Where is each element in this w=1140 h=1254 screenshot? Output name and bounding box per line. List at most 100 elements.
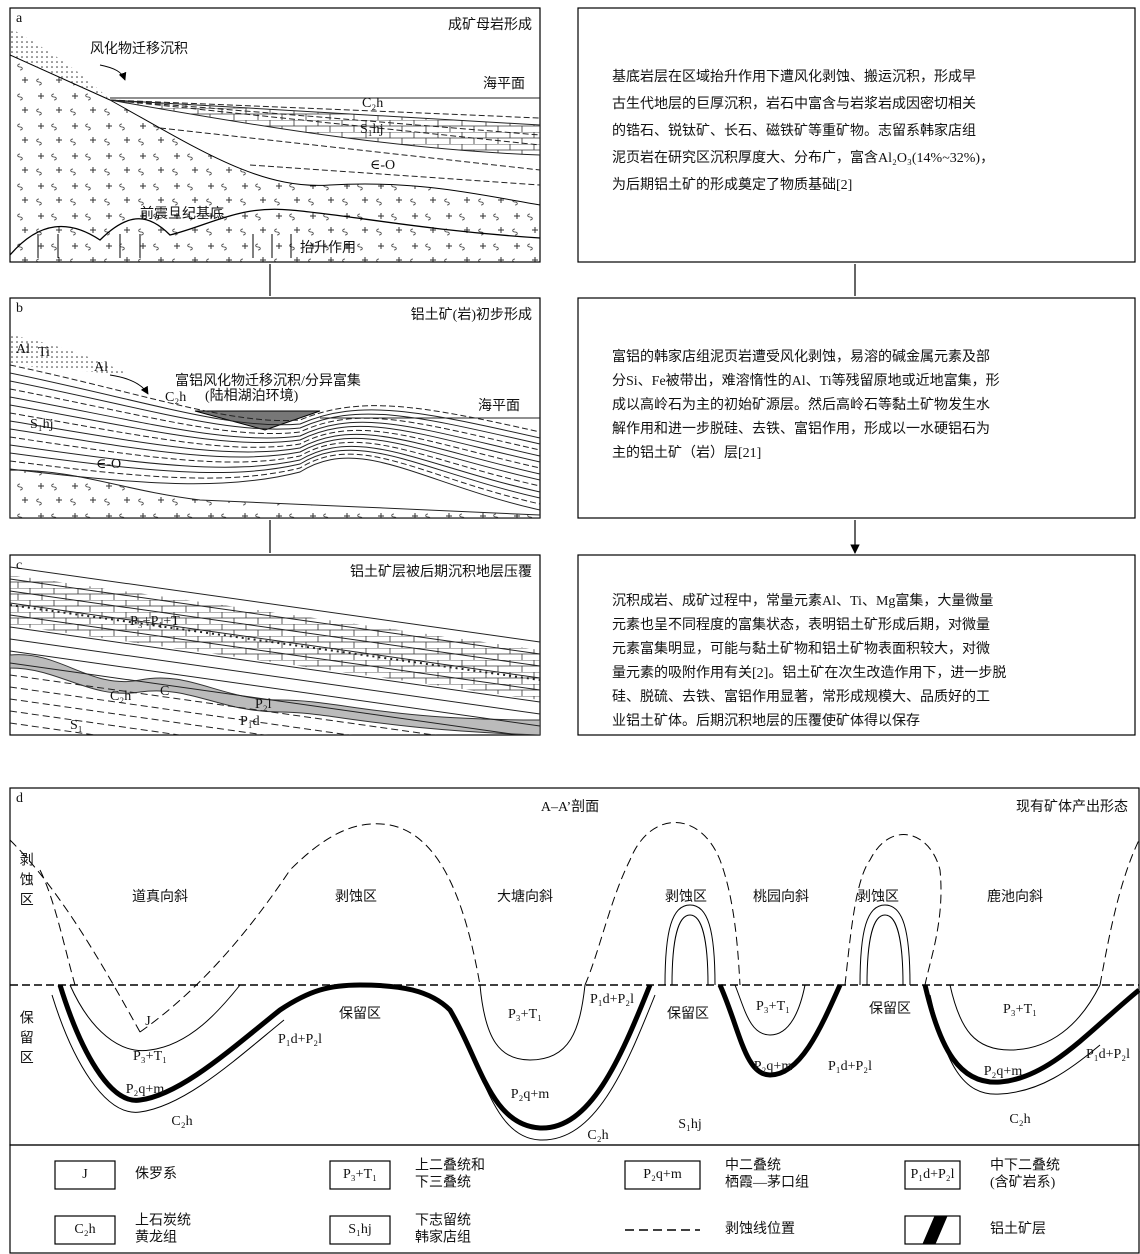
panel-a-geology — [10, 28, 540, 262]
panel-title: 铝土矿层被后期沉积地层压覆 — [350, 564, 532, 580]
annotation: P₂l — [255, 697, 272, 712]
legend-symbol-text: S₁hj — [348, 1222, 372, 1237]
description-line: 古生代地层的巨厚沉积，岩石中富含与岩浆岩成因密切相关 — [612, 95, 976, 112]
annotation: (陆相湖泊环境) — [205, 388, 299, 404]
annotation: 抬升作用 — [300, 240, 356, 256]
legend-symbol-text: J — [82, 1167, 88, 1182]
legend-symbol-text: C₂h — [74, 1222, 95, 1237]
description-line: 分Si、Fe被带出，难溶惰性的Al、Ti等残留原地或近地富集，形 — [612, 372, 1000, 389]
section-subtitle: 现有矿体产出形态 — [1016, 799, 1128, 815]
formation-label: P₁d+P₂l — [828, 1059, 872, 1074]
legend-text: 铝土矿层 — [990, 1221, 1046, 1237]
panel-c-geology — [10, 567, 540, 798]
formation-label: P₁d+P₂l — [590, 992, 634, 1007]
description-line: 为后期铝土矿的形成奠定了物质基础[2] — [612, 176, 852, 193]
figure: a成矿母岩形成风化物迁移沉积海平面前震旦纪基底抬升作用C₂hS₁hj∈-Ob铝土… — [0, 0, 1140, 1254]
legend-text: 侏罗系 — [135, 1166, 177, 1182]
formation-label: S₁hj — [678, 1117, 702, 1132]
formation-label: P₃+T₁ — [1003, 1002, 1037, 1017]
description-line: 硅、脱硫、去铁、富铝作用显著，常形成规模大、品质好的工 — [612, 688, 990, 705]
legend-text: 下三叠统 — [415, 1175, 471, 1191]
legend-text: 上石炭统 — [135, 1213, 191, 1229]
formation-label: 保留区 — [869, 1001, 911, 1017]
region-label: 剥蚀区 — [335, 889, 377, 905]
region-label: 剥蚀区 — [857, 889, 899, 905]
annotation: C — [160, 684, 169, 699]
annotation: S₁hj — [30, 417, 54, 432]
annotation: S₁hj — [360, 122, 384, 137]
legend-text: 栖霞—茅口组 — [725, 1175, 809, 1191]
formation-label: P₂q+m — [754, 1059, 793, 1074]
formation-label: C₂h — [587, 1128, 608, 1143]
legend-symbol — [923, 1216, 947, 1244]
description-line: 元素也呈不同程度的富集状态，表明铝土矿形成后期，对微量 — [612, 616, 990, 633]
legend-text: 中二叠统 — [725, 1158, 781, 1174]
annotation: S₁ — [70, 718, 83, 733]
section-geology — [10, 823, 1139, 1245]
panel-title: 铝土矿(岩)初步形成 — [411, 306, 532, 323]
legend-text: 下志留统 — [415, 1213, 471, 1229]
formation-label: P₃+T₁ — [756, 999, 790, 1014]
annotation: ∈-O — [96, 457, 121, 472]
description-line: 量元素的吸附作用有关[2]。铝土矿在次生改造作用下，进一步脱 — [612, 665, 1006, 681]
formation-label: P₃+T₁ — [508, 1007, 542, 1022]
region-label: 剥蚀区 — [665, 889, 707, 905]
legend-symbol-text: P₂q+m — [643, 1167, 682, 1182]
annotation: Al — [16, 342, 30, 357]
legend-text: 中下二叠统 — [990, 1158, 1060, 1174]
description-line: 业铝土矿体。后期沉积地层的压覆使矿体得以保存 — [612, 712, 920, 729]
section-title: A–A’剖面 — [541, 799, 599, 815]
annotation: 海平面 — [483, 76, 525, 92]
side-label: 剥蚀区 — [18, 852, 34, 912]
annotation: 风化物迁移沉积 — [90, 41, 188, 57]
formation-label: P₂q+m — [984, 1064, 1023, 1079]
annotation: P₁d — [240, 714, 260, 729]
formation-label: P₂q+m — [511, 1087, 550, 1102]
annotation: C₂h — [165, 390, 186, 405]
legend-symbol-text: P₁d+P₂l — [910, 1167, 954, 1182]
description-line: 主的铝土矿（岩）层[21] — [612, 445, 761, 461]
formation-label: J — [145, 1014, 151, 1029]
description-line: 泥页岩在研究区沉积厚度大、分布广，富含Al₂O₃(14%~32%)， — [612, 149, 994, 166]
annotation: 海平面 — [478, 398, 520, 414]
region-label: 道真向斜 — [132, 889, 188, 905]
legend-text: 韩家店组 — [415, 1229, 471, 1246]
annotation: Ti — [38, 345, 50, 360]
stratum — [10, 723, 540, 798]
formation-label: 保留区 — [339, 1006, 381, 1022]
annotation: C₂h — [110, 689, 131, 704]
side-label: 保留区 — [18, 1010, 34, 1070]
annotation: 富铝风化物迁移沉积/分异富集 — [175, 372, 361, 389]
panel-label: c — [16, 558, 22, 573]
annotation: ∈-O — [370, 158, 395, 173]
panel-b-geology — [10, 335, 540, 518]
formation-label: P₁d+P₂l — [278, 1032, 322, 1047]
description-line: 的锆石、锐钛矿、长石、磁铁矿等重矿物。志留系韩家店组 — [612, 122, 976, 139]
panel-label: b — [16, 301, 23, 316]
legend-text: 剥蚀线位置 — [725, 1221, 795, 1237]
panel-label: a — [16, 11, 23, 26]
panel-title: 成矿母岩形成 — [448, 17, 532, 33]
annotation: Al — [94, 360, 108, 375]
description-line: 富铝的韩家店组泥页岩遭受风化剥蚀，易溶的碱金属元素及部 — [612, 348, 990, 365]
formation-label: 保留区 — [667, 1006, 709, 1022]
panel-label: d — [16, 791, 23, 806]
formation-label: C₂h — [171, 1114, 192, 1129]
legend-text: 黄龙组 — [135, 1229, 177, 1246]
region-label: 大塘向斜 — [497, 889, 553, 905]
legend-symbol-text: P₃+T₁ — [343, 1167, 377, 1182]
legend-text: 上二叠统和 — [415, 1158, 485, 1174]
formation-label: P₃+T₁ — [133, 1049, 167, 1064]
annotation: C₂h — [362, 96, 383, 111]
annotation: 前震旦纪基底 — [140, 205, 224, 222]
description-line: 解作用和进一步脱硅、去铁、富铝作用，形成以一水硬铝石为 — [612, 420, 990, 437]
region-label: 桃园向斜 — [753, 889, 809, 905]
region-label: 鹿池向斜 — [987, 888, 1043, 905]
annotation: P₃+P₁+T — [130, 614, 180, 629]
description-line: 沉积成岩、成矿过程中，常量元素Al、Ti、Mg富集，大量微量 — [612, 592, 993, 609]
description-line: 基底岩层在区域抬升作用下遭风化剥蚀、搬运沉积，形成早 — [612, 68, 976, 85]
description-line: 元素富集明显，可能与黏土矿物和铝土矿物表面积较大，对微 — [612, 640, 990, 657]
legend-text: (含矿岩系) — [990, 1175, 1056, 1191]
formation-label: P₂q+m — [126, 1082, 165, 1097]
formation-label: C₂h — [1009, 1112, 1030, 1127]
